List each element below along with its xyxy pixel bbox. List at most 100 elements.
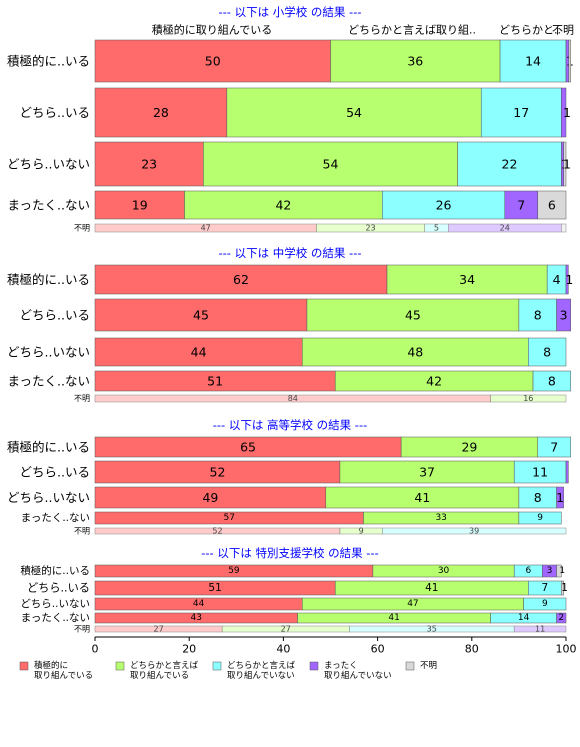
- bar-segment: [94, 87, 228, 138]
- unknown-data-label: 9: [359, 527, 364, 536]
- data-label: 14: [525, 54, 541, 69]
- unknown-bar-segment: [513, 625, 567, 633]
- legend-label: どちらかと言えば取り組んでいない: [227, 660, 296, 681]
- data-label: 8: [534, 308, 542, 323]
- bar-segment: [561, 580, 564, 596]
- row-label: どちら..いない: [20, 598, 90, 610]
- row-label: どちら..いない: [7, 490, 90, 505]
- unknown-data-label: 52: [212, 527, 222, 536]
- data-label: 65: [240, 440, 256, 455]
- row-label: どちら..いる: [20, 465, 90, 480]
- data-label: 37: [419, 465, 435, 480]
- bar-segment: [504, 190, 538, 220]
- data-label: 34: [459, 272, 475, 287]
- bar-segment: [94, 190, 185, 220]
- bar-segment: [523, 597, 567, 611]
- data-label: 22: [502, 157, 518, 172]
- row-label: まったく..ない: [21, 512, 90, 524]
- unknown-row-label: 不明: [74, 527, 90, 536]
- data-label: 41: [388, 613, 399, 623]
- data-label: 3: [547, 566, 553, 576]
- row-label: どちら..いない: [7, 157, 90, 172]
- data-label: 1: [563, 105, 571, 120]
- unknown-data-label: 35: [427, 625, 437, 634]
- panel-title: --- 以下は 特別支援学校 の結果 ---: [201, 546, 379, 560]
- bar-segment: [330, 39, 501, 83]
- unknown-bar-segment: [490, 394, 567, 403]
- data-label: 52: [210, 465, 226, 480]
- bar-segment: [457, 141, 562, 187]
- data-label: 6: [525, 566, 531, 576]
- bar-segment: [556, 612, 567, 624]
- legend-label: どちらかと言えば取り組んでいる: [130, 660, 199, 681]
- column-header: 積極的に取り組んでいる: [152, 23, 272, 37]
- panel-title: --- 以下は 小学校 の結果 ---: [218, 5, 361, 19]
- legend-label: 積極的に取り組んでいる: [34, 660, 93, 681]
- unknown-data-label: 24: [500, 224, 510, 233]
- bar-segment: [94, 264, 388, 295]
- unknown-data-label: 84: [288, 394, 298, 403]
- row-label: 積極的に..いる: [7, 54, 90, 69]
- data-label: 7: [541, 582, 548, 594]
- data-label: 1: [563, 157, 571, 172]
- unknown-bar-segment: [561, 223, 567, 233]
- data-label: 30: [438, 566, 450, 576]
- bar-segment: [94, 298, 308, 332]
- unknown-data-label: 16: [523, 394, 533, 403]
- data-label: 54: [323, 157, 339, 172]
- bar-segment: [556, 564, 562, 578]
- data-label: 33: [435, 513, 446, 523]
- row-label: どちら..いる: [20, 105, 90, 120]
- legend-swatch: [212, 661, 222, 671]
- bar-segment: [556, 486, 564, 509]
- data-label: 43: [191, 613, 202, 623]
- row-label: まったく..ない: [8, 374, 90, 389]
- legend-swatch: [19, 661, 29, 671]
- unknown-data-label: 27: [153, 625, 163, 634]
- unknown-data-label: 47: [201, 224, 211, 233]
- data-label: 49: [202, 490, 218, 505]
- bar-segment: [94, 337, 303, 367]
- row-label: どちら..いる: [27, 582, 90, 595]
- data-label: 45: [193, 308, 209, 323]
- data-label: 42: [275, 198, 291, 213]
- data-label: 9: [537, 513, 543, 523]
- legend-swatch: [309, 661, 319, 671]
- bar-segment: [532, 370, 571, 392]
- column-header: 不明: [552, 24, 574, 37]
- row-label: どちら..いる: [20, 308, 90, 323]
- column-header: どちらかと..: [499, 24, 561, 37]
- legend-swatch: [115, 661, 125, 671]
- x-tick-label: 20: [182, 643, 196, 656]
- unknown-row-label: 不明: [74, 394, 90, 403]
- x-tick-label: 100: [556, 643, 577, 656]
- unknown-row-label: 不明: [74, 625, 90, 634]
- data-label: 44: [191, 345, 207, 360]
- data-label: 41: [425, 582, 438, 594]
- bar-segment: [386, 264, 548, 295]
- data-label: 47: [407, 599, 418, 609]
- data-label: 1: [565, 272, 573, 287]
- panel-title: --- 以下は 中学校 の結果 ---: [218, 246, 361, 260]
- bar-segment: [537, 190, 567, 220]
- bar-segment: [568, 39, 571, 83]
- row-label: 積極的に..いる: [20, 564, 90, 577]
- data-label: 2: [558, 613, 564, 623]
- data-label: 9: [542, 599, 548, 609]
- bar-segment: [528, 337, 567, 367]
- column-header: どちらかと言えば取り組..: [348, 24, 476, 37]
- data-label: 42: [426, 374, 442, 389]
- bar-segment: [518, 511, 562, 525]
- unknown-data-label: 11: [535, 625, 545, 634]
- data-label: 54: [346, 105, 362, 120]
- unknown-bar-segment: [382, 527, 567, 535]
- bar-segment: [565, 264, 569, 295]
- data-label: 48: [407, 345, 423, 360]
- data-label: 50: [205, 54, 221, 69]
- data-label: 28: [153, 105, 169, 120]
- data-label: 14: [518, 613, 530, 623]
- data-label: 23: [141, 157, 157, 172]
- unknown-data-label: 27: [281, 625, 291, 634]
- data-label: 62: [233, 272, 249, 287]
